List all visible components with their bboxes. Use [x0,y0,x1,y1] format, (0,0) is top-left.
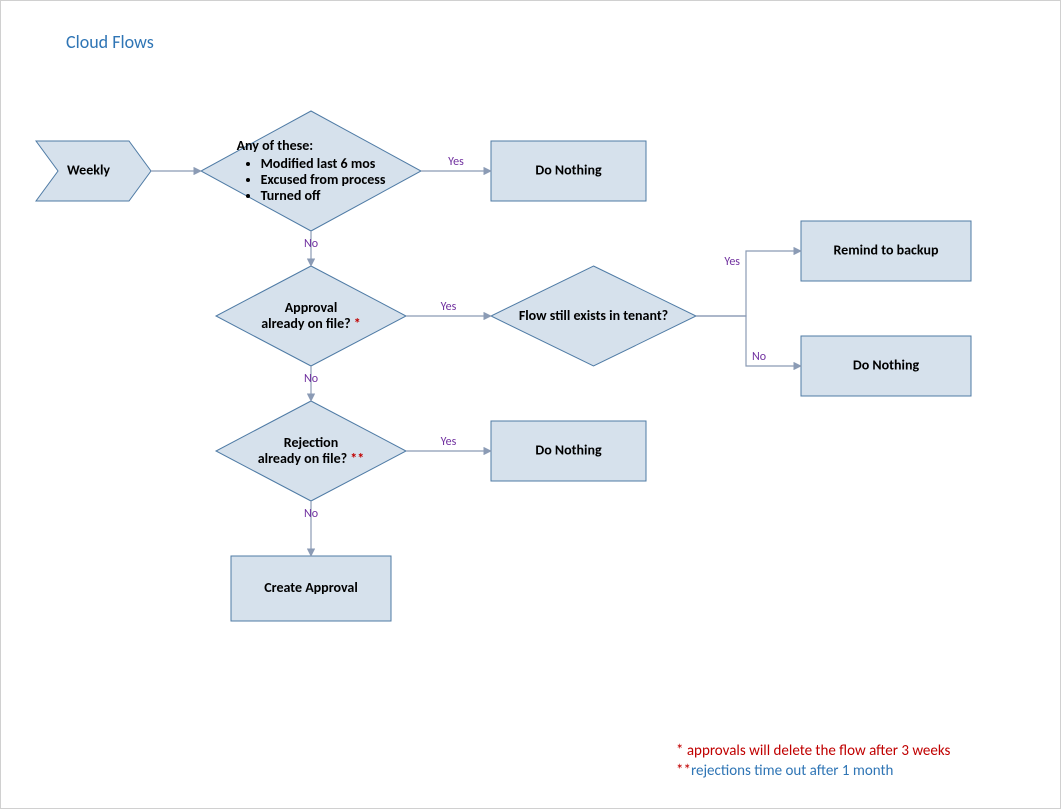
rect-label-r1: Do Nothing [535,161,602,178]
footnote-2-star: ** [676,762,691,780]
edge-label-d2-d4: No [304,372,318,386]
edge-d3-r2 [696,251,801,316]
edge-label-d2-d3: Yes [441,300,457,314]
footnote-1: * approvals will delete the flow after 3… [676,741,950,760]
footnote-2-text: rejections time out after 1 month [691,762,894,780]
diamond-text-d2: Approvalalready on file? * [224,274,398,358]
rect-label-r3: Do Nothing [853,356,920,373]
edge-d3-r3 [696,316,801,366]
diamond-text-d4: Rejectionalready on file? ** [224,409,398,493]
start-label: Weekly [67,161,110,178]
edge-label-d1-d2: No [304,237,318,251]
diamond-text-d1: Any of these:Modified last 6 mosExcused … [209,119,413,223]
edge-label-d1-r1: Yes [448,155,464,169]
diamond-text-d3: Flow still exists in tenant? [499,274,688,358]
edge-label-d4-r5: No [304,507,318,521]
rect-label-r2: Remind to backup [833,241,938,258]
rect-label-r4: Do Nothing [535,441,602,458]
footnote-1-text: approvals will delete the flow after 3 w… [683,742,950,760]
footnote-2: **rejections time out after 1 month [676,761,893,780]
flowchart-canvas: Weekly Do Nothing Remind to backup Do Nothi… [1,1,1061,810]
rect-label-r5: Create Approval [264,579,358,596]
edge-label-d4-r4: Yes [441,435,457,449]
edge-label-d3-r3: No [752,350,766,364]
edge-label-d3-r2: Yes [724,255,740,269]
